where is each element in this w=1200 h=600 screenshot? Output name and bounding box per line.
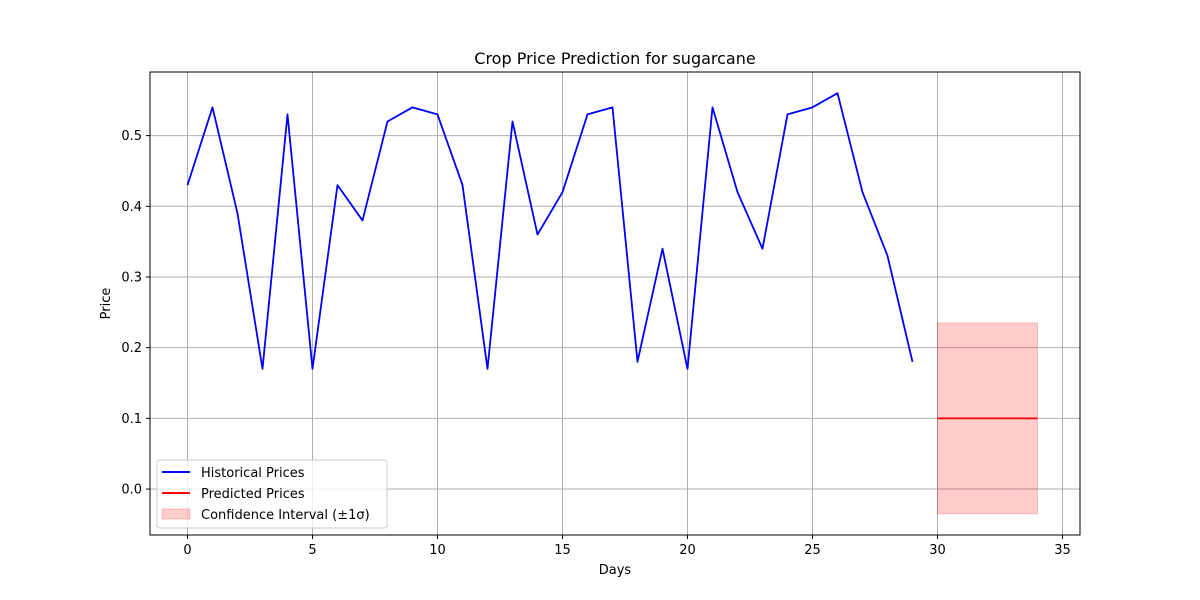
series-line-historical [186,92,914,370]
y-tick-label: 0.1 [121,412,142,427]
y-tick-label: 0.2 [121,341,142,356]
x-axis-ticks: 0 5 10 15 20 25 30 35 [183,535,1071,558]
y-tick-label: 0.4 [121,200,142,215]
legend-label-historical: Historical Prices [201,466,305,481]
x-tick-label: 15 [554,543,571,558]
legend: Historical Prices Predicted Prices Confi… [156,459,388,529]
x-tick-label: 10 [429,543,446,558]
y-tick-label: 0.3 [121,270,142,285]
chart-title: Crop Price Prediction for sugarcane [474,49,755,68]
legend-swatch-confidence [161,508,191,520]
x-tick-label: 30 [929,543,946,558]
y-tick-label: 0.5 [121,129,142,144]
y-axis-label: Price [99,288,114,320]
legend-label-predicted: Predicted Prices [201,487,305,502]
x-tick-label: 25 [804,543,821,558]
series-layer [186,92,1038,420]
x-tick-label: 0 [183,543,191,558]
x-axis-label: Days [599,563,632,578]
y-axis-ticks: 0.0 0.1 0.2 0.3 0.4 0.5 [121,129,150,498]
x-tick-label: 35 [1054,543,1071,558]
x-tick-label: 20 [679,543,696,558]
plot-frame [149,71,1081,536]
legend-box [156,459,388,529]
x-tick-label: 5 [308,543,316,558]
legend-label-confidence: Confidence Interval (±1σ) [201,508,370,523]
y-tick-label: 0.0 [121,483,142,498]
